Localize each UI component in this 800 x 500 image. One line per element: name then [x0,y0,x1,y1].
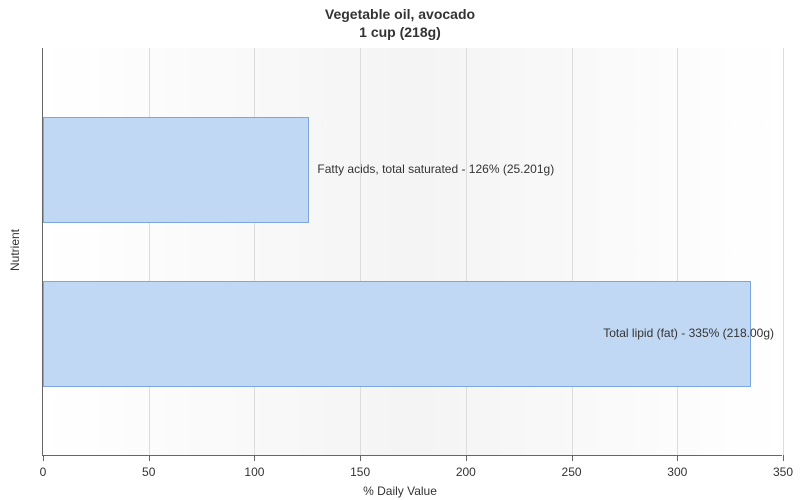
x-tick [254,455,255,461]
x-tick [572,455,573,461]
x-tick-label: 200 [456,465,476,479]
x-axis-label: % Daily Value [0,484,800,498]
x-tick [677,455,678,461]
bar-label: Fatty acids, total saturated - 126% (25.… [317,162,554,176]
x-tick-label: 150 [350,465,370,479]
x-tick-label: 0 [40,465,47,479]
x-tick-label: 300 [667,465,687,479]
chart-container: Vegetable oil, avocado 1 cup (218g) Nutr… [0,0,800,500]
chart-title: Vegetable oil, avocado 1 cup (218g) [0,6,800,41]
labels-layer: Fatty acids, total saturated - 126% (25.… [43,48,782,455]
x-tick-label: 350 [773,465,793,479]
chart-title-line1: Vegetable oil, avocado [325,6,475,22]
x-tick-label: 100 [244,465,264,479]
plot-area: 050100150200250300350 Fatty acids, total… [42,48,782,456]
x-tick-label: 50 [142,465,155,479]
x-tick [360,455,361,461]
gridline [783,48,784,455]
x-tick [43,455,44,461]
x-tick [466,455,467,461]
x-tick [149,455,150,461]
x-tick-label: 250 [562,465,582,479]
y-axis-label: Nutrient [8,0,22,500]
bar-label: Total lipid (fat) - 335% (218.00g) [603,326,774,340]
x-tick [783,455,784,461]
chart-title-line2: 1 cup (218g) [359,24,441,40]
